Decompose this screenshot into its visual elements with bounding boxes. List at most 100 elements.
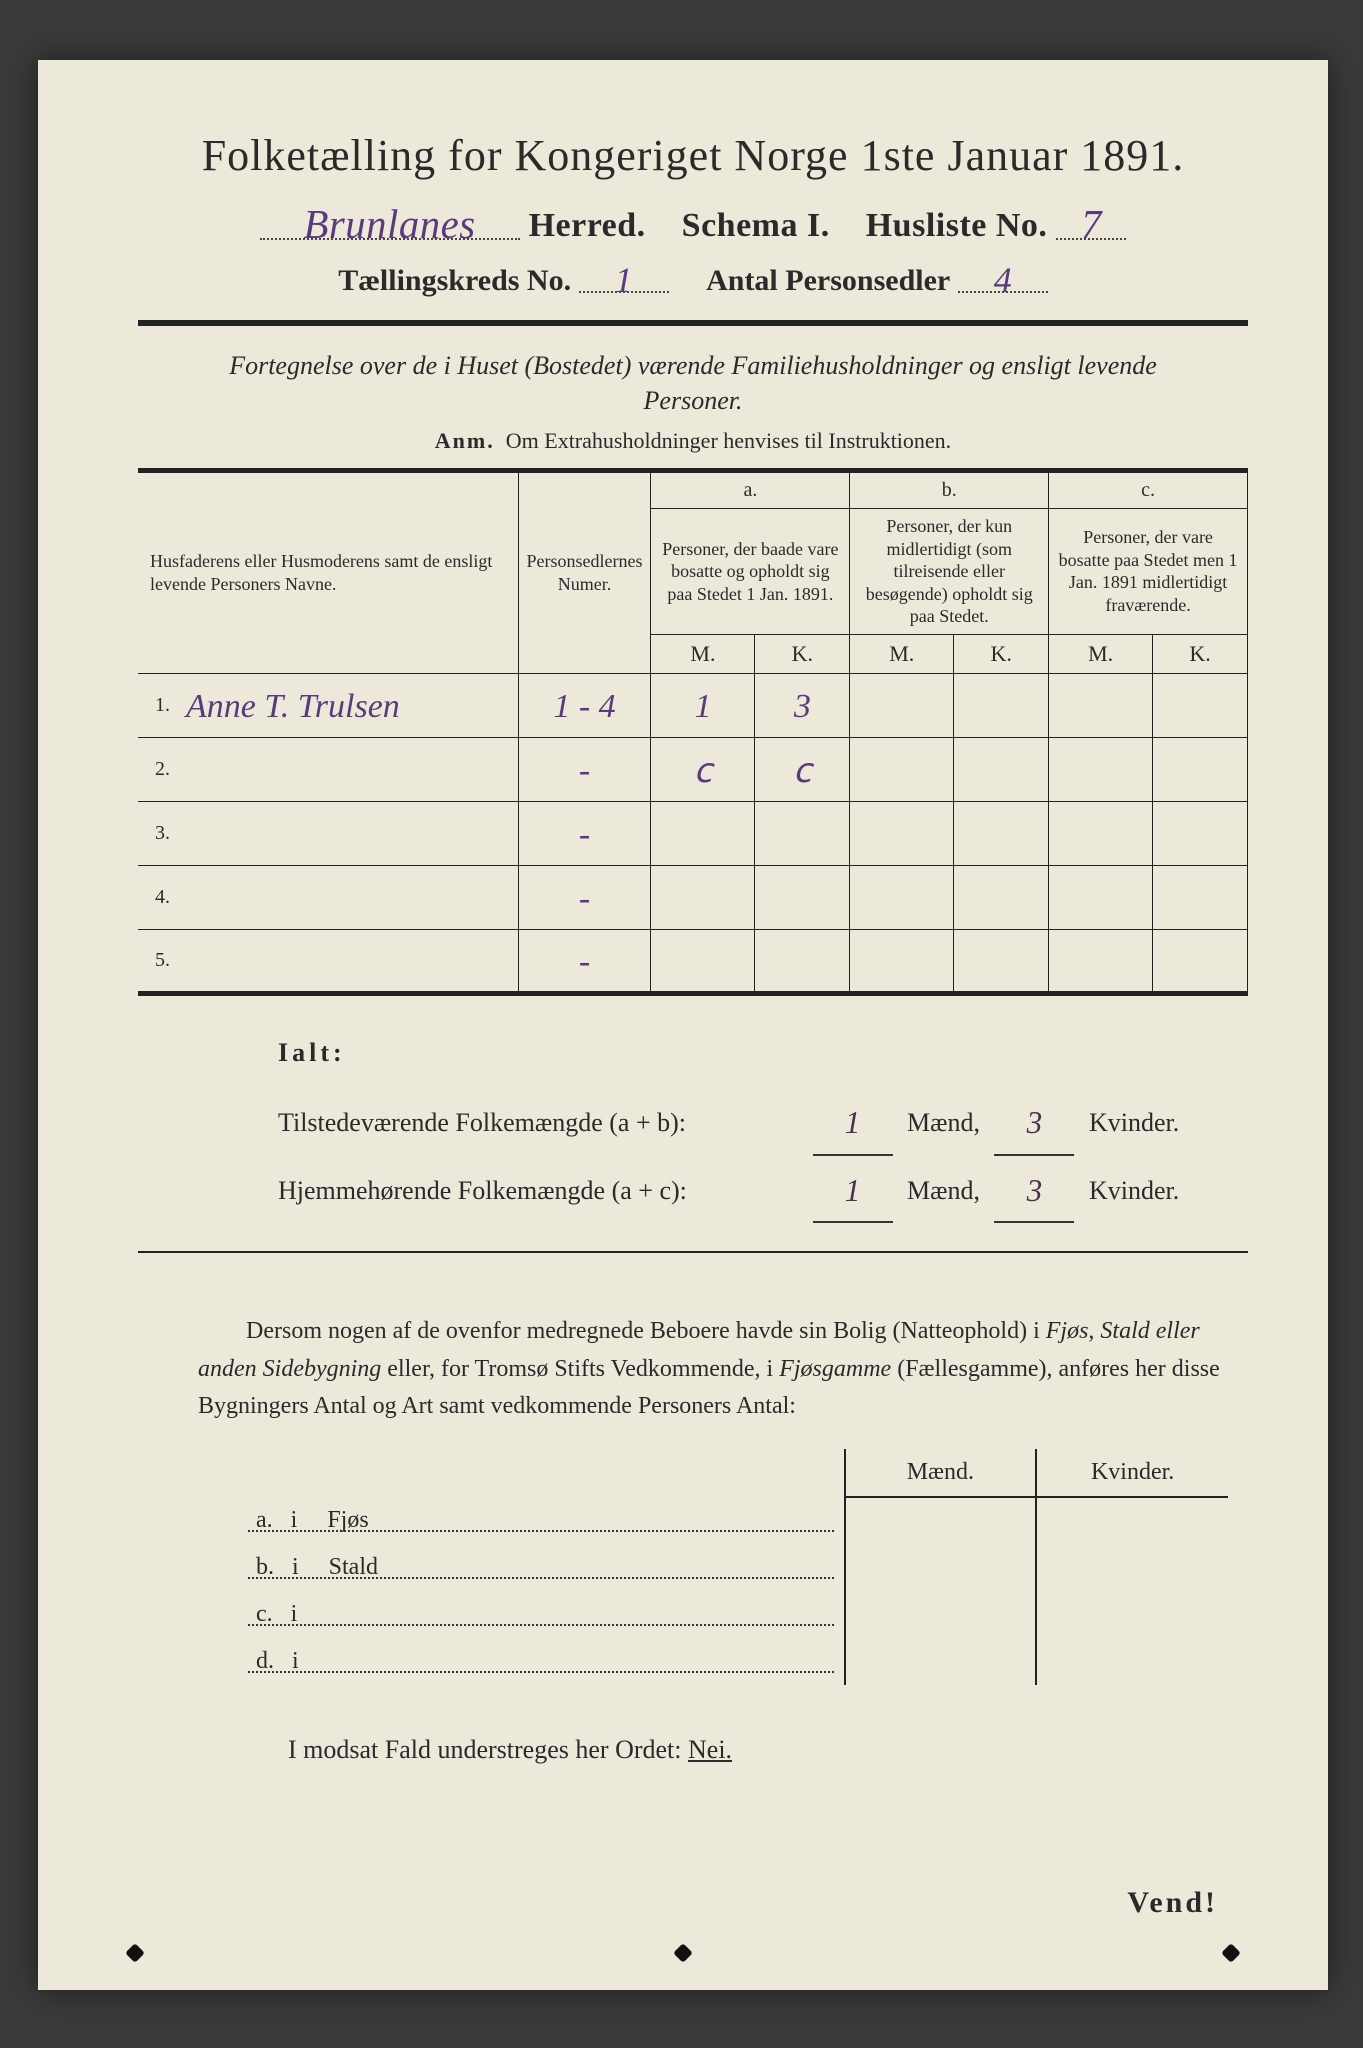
col-c: Personer, der vare bosatte paa Stedet me… [1059,527,1238,615]
row-number: 5. [138,929,178,993]
col-a: Personer, der baade vare bosatte og opho… [662,539,838,604]
col-names: Husfaderens eller Husmoderens samt de en… [150,551,492,594]
anm-line: Anm. Om Extrahusholdninger henvises til … [138,428,1248,454]
side-row: b. i Stald [248,1544,1228,1591]
row-number: 4. [138,865,178,929]
row-numer: - [518,801,651,865]
l1-k: 3 [1027,1105,1043,1140]
side-head-k: Kvinder. [1036,1449,1228,1497]
table-row: 4. - [138,865,1248,929]
binding-holes [38,1946,1328,1960]
anm-label: Anm. [435,428,495,453]
row-bM [850,801,954,865]
row-aK [755,929,850,993]
row-aK [755,801,850,865]
row-name [178,865,518,929]
row-bK [954,865,1049,929]
row-bK [954,801,1049,865]
herred-label: Herred. [529,207,646,244]
side-label-cell: a. i Fjøs [248,1497,845,1544]
row-bM [850,737,954,801]
row-numer: - [518,929,651,993]
row-cK [1153,673,1248,737]
row-number: 2. [138,737,178,801]
antal-value: 4 [994,260,1012,300]
kreds-value: 1 [615,260,633,300]
row-cM [1049,865,1153,929]
row-bK [954,737,1049,801]
table-row: 2.-ⅽⅽ [138,737,1248,801]
side-m [845,1638,1037,1685]
row-name [178,801,518,865]
row-aM [651,801,755,865]
row-cK [1153,865,1248,929]
side-k [1036,1591,1228,1638]
row-aK: ⅽ [755,737,850,801]
maend-1: Mænd, [907,1108,980,1137]
row-number: 1. [138,673,178,737]
l2-m: 1 [845,1173,861,1208]
a-k: K. [755,634,850,673]
row-name [178,737,518,801]
row-cK [1153,929,1248,993]
antal-label: Antal Personsedler [706,264,950,297]
header-line-1: Brunlanes Herred. Schema I. Husliste No.… [138,199,1248,245]
row-numer: 1 - 4 [518,673,651,737]
table-row: 1.Anne T. Trulsen1 - 413 [138,673,1248,737]
a-m: M. [651,634,755,673]
modsat-nei: Nei. [688,1735,732,1764]
side-k [1036,1544,1228,1591]
husliste-value: 7 [1081,202,1102,247]
kreds-label: Tællingskreds No. [338,264,571,297]
row-cM [1049,929,1153,993]
side-k [1036,1497,1228,1544]
side-m [845,1591,1037,1638]
para-t1: Dersom nogen af de ovenfor medregnede Be… [246,1318,1046,1344]
households-table: Husfaderens eller Husmoderens samt de en… [138,468,1248,996]
side-label-cell: c. i [248,1591,845,1638]
vend-label: Vend! [1127,1886,1218,1920]
row-cM [1049,737,1153,801]
row-cK [1153,801,1248,865]
para-i2: Fjøsgamme [779,1356,891,1382]
col-c-letter: c. [1049,471,1248,509]
row-bM [850,929,954,993]
row-bM [850,673,954,737]
row-aM [651,929,755,993]
c-m: M. [1049,634,1153,673]
side-row: a. i Fjøs [248,1497,1228,1544]
row-cK [1153,737,1248,801]
totals-line-1: Tilstedeværende Folkemængde (a + b): 1 M… [278,1088,1248,1156]
row-numer: - [518,865,651,929]
anm-text: Om Extrahusholdninger henvises til Instr… [506,428,951,453]
modsat-pre: I modsat Fald understreges her Ordet: [288,1735,688,1764]
maend-2: Mænd, [907,1176,980,1205]
page-title: Folketælling for Kongeriget Norge 1ste J… [138,130,1248,181]
ialt-heading: Ialt: [278,1026,1248,1081]
divider [138,1251,1248,1253]
col-a-letter: a. [651,471,850,509]
b-k: K. [954,634,1049,673]
row-name [178,929,518,993]
row-cM [1049,801,1153,865]
table-row: 3.- [138,801,1248,865]
side-building-paragraph: Dersom nogen af de ovenfor medregnede Be… [198,1313,1228,1425]
l1-label: Tilstedeværende Folkemængde (a + b): [278,1096,798,1151]
l2-k: 3 [1027,1173,1043,1208]
side-head-m: Mænd. [845,1449,1037,1497]
b-m: M. [850,634,954,673]
row-aM [651,865,755,929]
col-b: Personer, der kun midlertidigt (som tilr… [866,516,1033,626]
row-aM: ⅽ [651,737,755,801]
side-m [845,1497,1037,1544]
row-aK: 3 [755,673,850,737]
row-aM: 1 [651,673,755,737]
row-bK [954,929,1049,993]
side-row: d. i [248,1638,1228,1685]
l2-label: Hjemmehørende Folkemængde (a + c): [278,1164,798,1219]
herred-value: Brunlanes [303,202,475,247]
totals-block: Ialt: Tilstedeværende Folkemængde (a + b… [278,1026,1248,1224]
kvinder-2: Kvinder. [1089,1176,1179,1205]
side-m [845,1544,1037,1591]
schema-label: Schema I. [682,207,830,244]
